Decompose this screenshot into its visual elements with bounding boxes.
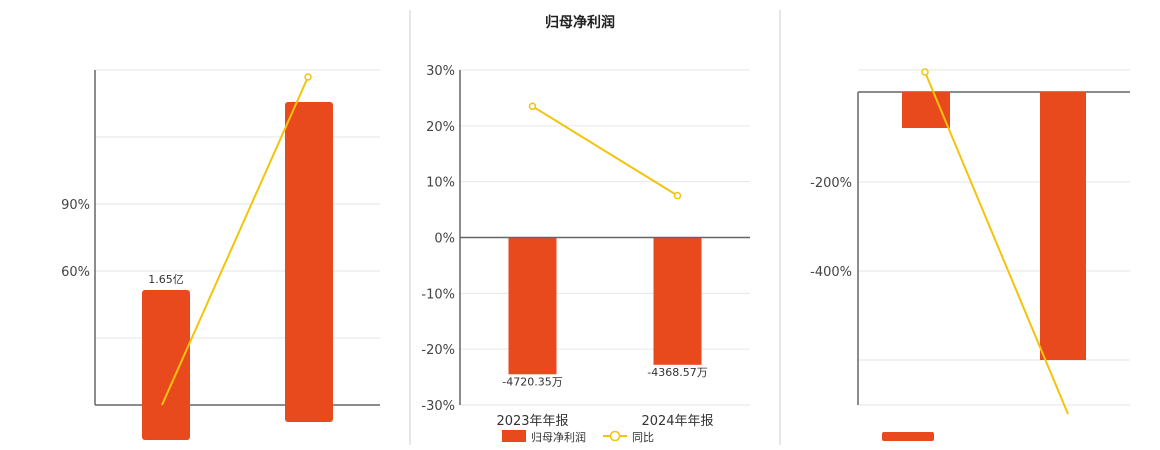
center-data-label: -4720.35万 <box>502 375 562 388</box>
center-yoy-line <box>531 105 679 197</box>
center-y-tick-label: 30% <box>426 64 455 79</box>
right-yoy-line <box>924 71 1069 415</box>
center-y-tick-label: -30% <box>421 399 455 414</box>
right-panel: -200% -400% <box>810 68 1130 441</box>
legend: 归母净利润 同比 <box>502 430 654 444</box>
left-yoy-line <box>161 76 309 406</box>
left-bar-2024 <box>285 102 333 422</box>
center-y-tick-label: 20% <box>426 120 455 135</box>
left-bar-2023 <box>142 290 190 440</box>
center-x-tick-label: 2023年年报 <box>496 414 568 429</box>
right-y-tick-label: -400% <box>810 265 852 280</box>
right-bar-2024 <box>1040 92 1086 360</box>
legend-label-bar: 归母净利润 <box>531 430 586 444</box>
center-data-label: -4368.57万 <box>647 366 707 379</box>
center-bar <box>653 237 702 365</box>
center-y-tick-label: -10% <box>421 287 455 302</box>
center-y-tick-label: -20% <box>421 343 455 358</box>
right-yoy-point <box>921 68 929 76</box>
left-y-tick-label: 90% <box>61 198 90 213</box>
legend-swatch-marker <box>609 430 621 442</box>
left-data-label: 1.65亿 <box>148 273 184 286</box>
center-bar <box>508 237 557 375</box>
center-yoy-point <box>673 191 682 200</box>
center-y-tick-label: 0% <box>434 232 455 247</box>
legend-swatch-bar <box>502 430 526 442</box>
left-y-tick-label: 60% <box>61 265 90 280</box>
left-yoy-point <box>304 73 312 81</box>
center-yoy-point <box>528 102 537 111</box>
left-panel: 90% 60% 1.65亿 <box>61 69 380 440</box>
chart-title: 归母净利润 <box>545 14 615 31</box>
right-legend-swatch-fragment <box>882 432 934 441</box>
right-bar-2023 <box>902 92 950 128</box>
center-x-tick-label: 2024年年报 <box>641 414 713 429</box>
center-panel: 归母净利润 30% 20% 10% 0% -10% -20% -30% -4720.35万 -… <box>421 14 750 444</box>
right-y-tick-label: -200% <box>810 176 852 191</box>
center-y-tick-label: 10% <box>426 176 455 191</box>
legend-label-line: 同比 <box>632 431 654 444</box>
